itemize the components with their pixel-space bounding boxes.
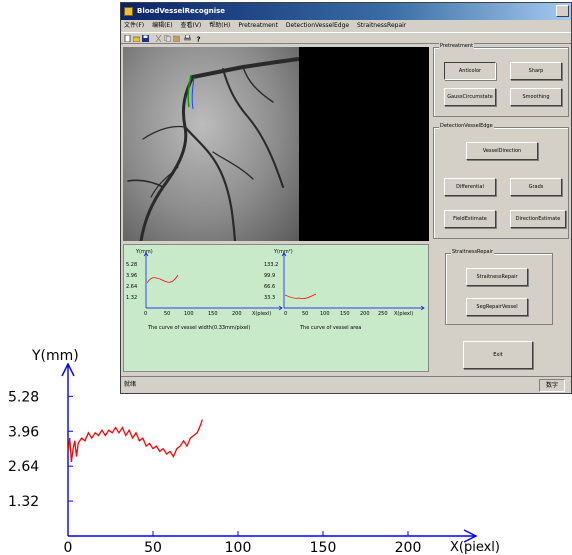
area-xtick: 50	[302, 311, 308, 317]
toolbar: ?	[121, 32, 571, 44]
app-window: BloodVesselRecognise 文件(F) 编辑(E) 查看(V) 帮…	[120, 2, 572, 394]
x-tick-label: 0	[64, 540, 73, 555]
area-caption: The curve of vessel area	[299, 325, 361, 331]
small-area-curve	[284, 293, 317, 299]
x-tick-label: 100	[225, 540, 252, 555]
area-xlabel: X(piexl)	[394, 311, 413, 317]
result-view	[299, 47, 429, 241]
straitness-repair-button[interactable]: StraitnessRepair	[466, 268, 528, 286]
y-axis-label: Y(mm)	[31, 348, 79, 364]
y-tick-label: 1.32	[8, 494, 39, 510]
y-tick-label: 3.96	[8, 424, 39, 440]
close-button[interactable]	[556, 5, 569, 17]
num-lock-indicator: 数字	[539, 379, 565, 392]
anticolor-button[interactable]: Anticolor	[444, 62, 496, 80]
app-icon	[124, 7, 133, 16]
width-xlabel: X(piexl)	[252, 311, 271, 317]
control-panel: Pretreatment Anticolor Sharp GaussCircum…	[433, 43, 569, 377]
vessel-image	[127, 57, 299, 241]
x-tick-label: 50	[144, 540, 162, 555]
series	[67, 419, 203, 462]
paste-icon[interactable]	[173, 35, 180, 42]
menu-view[interactable]: 查看(V)	[180, 22, 202, 29]
width-chart-ylabel: Y(mm)	[135, 249, 153, 255]
area-xtick: 200	[360, 311, 370, 317]
direction-estimate-button[interactable]: DirectionEstimate	[510, 210, 566, 228]
pretreatment-title: Pretreatment	[439, 43, 475, 49]
differential-button[interactable]: Differential	[444, 178, 496, 196]
width-ytick: 2.64	[126, 284, 137, 290]
width-xtick: 150	[208, 311, 218, 317]
area-ytick: 66.6	[264, 284, 275, 290]
area-xtick: 100	[320, 311, 330, 317]
y-tick-label: 2.64	[8, 459, 39, 475]
enlarged-width-chart: Y(mm) X(piexl) 5.28 3.96 2.64 1.32 0 50 100 150…	[8, 348, 500, 555]
width-xtick: 0	[144, 311, 147, 317]
detection-group: DetectionVesselEdge VesselDirection Diff…	[433, 123, 569, 239]
width-xtick: 200	[232, 311, 242, 317]
x-axis-label: X(piexl)	[450, 540, 500, 555]
new-file-icon[interactable]	[124, 35, 131, 42]
small-charts: Y(mm) 5.28 3.96 2.64 1.32 0 50 100 150 2…	[126, 249, 425, 331]
x-axis-arrow	[463, 529, 478, 543]
area-chart-ylabel: Y(mm²)	[273, 249, 293, 255]
smoothing-button[interactable]: Smoothing	[510, 88, 562, 106]
area-xtick: 0	[284, 311, 287, 317]
menu-file[interactable]: 文件(F)	[124, 22, 145, 29]
area-ytick: 133.2	[264, 262, 278, 268]
title-bar[interactable]: BloodVesselRecognise	[121, 3, 571, 20]
angiogram-image	[123, 47, 299, 241]
status-text: 就绪	[124, 381, 137, 388]
vessel-direction-button[interactable]: VesselDirection	[466, 142, 538, 160]
detection-title: DetectionVesselEdge	[439, 123, 494, 129]
status-bar: 就绪 数字	[121, 376, 571, 393]
pretreatment-group: Pretreatment Anticolor Sharp GaussCircum…	[433, 43, 569, 117]
exit-button[interactable]: Exit	[463, 341, 533, 369]
width-xtick: 100	[184, 311, 194, 317]
area-ytick: 99.9	[264, 273, 275, 279]
seg-repair-button[interactable]: SegRepairVessel	[466, 298, 528, 316]
copy-icon[interactable]	[164, 35, 171, 42]
straitness-title: StraitnessRepair	[451, 249, 495, 255]
area-xtick: 250	[378, 311, 388, 317]
window-title: BloodVesselRecognise	[137, 7, 226, 15]
grads-button[interactable]: Grads	[510, 178, 562, 196]
menu-pretreatment[interactable]: Pretreatment	[238, 22, 278, 29]
menu-edit[interactable]: 编辑(E)	[152, 22, 173, 29]
area-ytick: 33.3	[264, 295, 275, 301]
field-estimate-button[interactable]: FieldEstimate	[444, 210, 496, 228]
small-width-curve	[146, 274, 179, 284]
y-axis-arrow	[61, 362, 75, 377]
width-ytick: 1.32	[126, 295, 137, 301]
open-folder-icon[interactable]	[133, 35, 140, 42]
vessel-width-line	[67, 419, 203, 462]
width-ytick: 3.96	[126, 273, 137, 279]
straitness-group: StraitnessRepair StraitnessRepair SegRep…	[445, 249, 553, 325]
print-icon[interactable]	[184, 35, 191, 42]
gauss-button[interactable]: GaussCircumstate	[444, 88, 496, 106]
curve-panel: Y(mm) 5.28 3.96 2.64 1.32 0 50 100 150 2…	[123, 244, 429, 372]
cut-icon[interactable]	[155, 35, 162, 42]
save-icon[interactable]	[142, 35, 149, 42]
menu-bar: 文件(F) 编辑(E) 查看(V) 帮助(H) Pretreatment Det…	[121, 20, 571, 32]
menu-help[interactable]: 帮助(H)	[209, 22, 231, 29]
width-caption: The curve of vessel width(0.33mm/pixel)	[147, 325, 250, 331]
x-tick-label: 200	[395, 540, 422, 555]
width-xtick: 50	[164, 311, 170, 317]
x-tick-label: 150	[310, 540, 337, 555]
menu-straitness[interactable]: StraitnessRepair	[356, 22, 407, 29]
y-tick-label: 5.28	[8, 389, 39, 405]
area-xtick: 150	[340, 311, 350, 317]
axes	[61, 362, 478, 543]
svg-text:?: ?	[197, 36, 201, 43]
help-icon[interactable]: ?	[195, 35, 202, 43]
menu-detection[interactable]: DetectionVesselEdge	[285, 22, 350, 29]
width-ytick: 5.28	[126, 262, 137, 268]
sharp-button[interactable]: Sharp	[510, 62, 562, 80]
tick-labels: 5.28 3.96 2.64 1.32 0 50 100 150 200	[8, 389, 421, 555]
